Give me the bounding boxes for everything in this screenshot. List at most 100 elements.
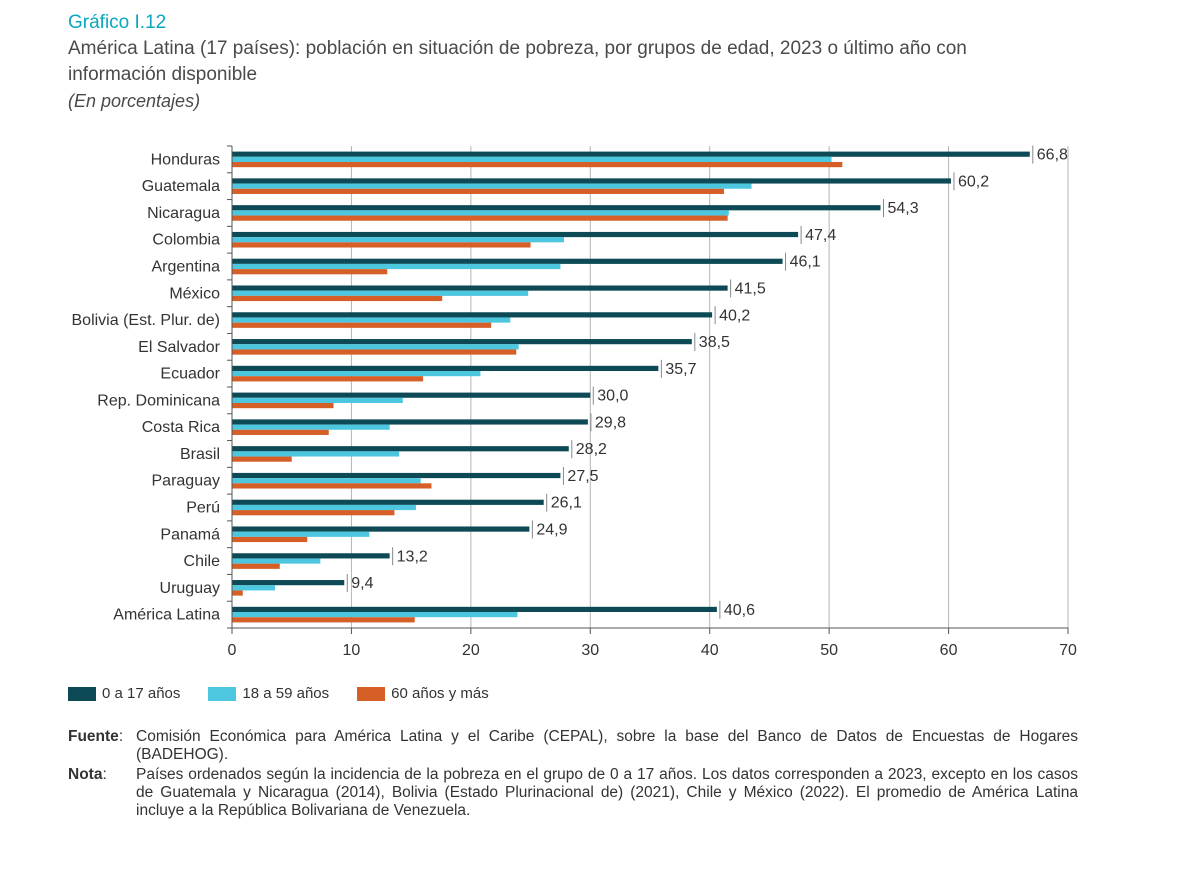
value-label: 27,5: [567, 468, 598, 485]
category-label: Ecuador: [160, 366, 220, 383]
bar-0-17: [232, 392, 591, 398]
category-label: Guatemala: [142, 178, 220, 195]
legend-label: 18 a 59 años: [242, 685, 330, 702]
bar-0-17: [232, 606, 717, 613]
bar-18-59: [232, 263, 561, 270]
bar-0-17: [232, 553, 390, 559]
value-label: 29,8: [595, 414, 626, 431]
bar-60-plus: [232, 349, 517, 355]
bar-60-plus: [232, 456, 292, 462]
value-label: 26,1: [551, 495, 582, 512]
bar-18-59: [232, 344, 519, 350]
bar-0-17: [232, 419, 588, 425]
bar-0-17: [232, 365, 659, 372]
value-label: 30,0: [597, 388, 628, 405]
legend-label: 0 a 17 años: [102, 685, 181, 702]
value-label: 40,6: [724, 602, 755, 619]
chart-title: América Latina (17 países): población en…: [68, 38, 967, 85]
bar-18-59: [232, 371, 481, 377]
category-label: Paraguay: [152, 473, 221, 490]
category-label: Chile: [184, 553, 221, 570]
x-tick-label: 20: [462, 642, 480, 659]
bar-chart: Honduras 66,8 Guatemala 60,2 Nicaragua 54,3 Co…: [72, 145, 1077, 659]
category-label: Brasil: [180, 446, 220, 463]
bar-0-17: [232, 526, 530, 532]
legend-item-18-59: 18 a 59 años: [208, 685, 329, 702]
value-label: 40,2: [719, 307, 750, 324]
bar-18-59: [232, 210, 729, 216]
legend-item-60-plus: 60 años y más: [357, 685, 489, 702]
bar-60-plus: [232, 376, 424, 382]
bar-18-59: [232, 531, 370, 537]
note-text: Países ordenados según la incidencia de …: [136, 766, 1078, 819]
x-tick-label: 40: [701, 642, 719, 659]
value-label: 54,3: [887, 200, 918, 217]
value-label: 35,7: [665, 361, 696, 378]
category-label: Argentina: [152, 259, 221, 276]
bar-18-59: [232, 397, 403, 403]
bar-18-59: [232, 451, 400, 457]
bar-60-plus: [232, 617, 415, 623]
category-label: Colombia: [152, 232, 220, 249]
x-tick-label: 50: [820, 642, 838, 659]
bar-0-17: [232, 472, 561, 479]
source-note: Fuente: Comisión Económica para América …: [68, 728, 1078, 764]
bar-0-17: [232, 499, 544, 505]
value-label: 66,8: [1037, 147, 1068, 164]
legend-item-0-17: 0 a 17 años: [68, 685, 180, 702]
category-label: Perú: [186, 500, 220, 517]
bar-18-59: [232, 156, 832, 162]
bar-60-plus: [232, 322, 492, 328]
value-label: 38,5: [699, 334, 730, 351]
category-label: Honduras: [151, 151, 220, 168]
value-label: 28,2: [576, 441, 607, 458]
value-label: 41,5: [735, 280, 766, 297]
category-label: Uruguay: [160, 580, 220, 597]
bar-60-plus: [232, 402, 334, 409]
bar-60-plus: [232, 510, 395, 516]
bar-0-17: [232, 446, 569, 452]
chart-legend: 0 a 17 años 18 a 59 años 60 años y más: [68, 685, 489, 702]
bar-60-plus: [232, 215, 728, 221]
x-tick-label: 70: [1059, 642, 1077, 659]
x-tick-label: 30: [581, 642, 599, 659]
category-label: América Latina: [113, 607, 220, 624]
bar-0-17: [232, 580, 345, 586]
bar-60-plus: [232, 188, 725, 194]
bar-18-59: [232, 585, 275, 591]
value-label: 46,1: [790, 254, 821, 271]
category-label: El Salvador: [138, 339, 220, 356]
bar-18-59: [232, 478, 421, 484]
category-label: México: [169, 285, 220, 302]
bar-18-59: [232, 612, 518, 618]
bar-60-plus: [232, 590, 243, 596]
x-tick-label: 0: [228, 642, 237, 659]
bar-60-plus: [232, 536, 308, 543]
bar-18-59: [232, 504, 416, 511]
bar-0-17: [232, 178, 951, 184]
chart-notes: Fuente: Comisión Económica para América …: [68, 728, 1078, 822]
value-label: 24,9: [536, 521, 567, 538]
x-tick-label: 10: [343, 642, 361, 659]
note-sep: :: [102, 766, 107, 783]
note-label: Nota: [68, 766, 103, 783]
bar-60-plus: [232, 295, 443, 302]
bar-0-17: [232, 285, 728, 291]
category-label: Bolivia (Est. Plur. de): [72, 312, 221, 329]
source-text: Comisión Económica para América Latina y…: [136, 728, 1078, 763]
bar-60-plus: [232, 429, 329, 435]
value-label: 60,2: [958, 173, 989, 190]
chart-subtitle: (En porcentajes): [68, 91, 201, 111]
bar-18-59: [232, 558, 321, 564]
bar-60-plus: [232, 242, 531, 248]
bar-0-17: [232, 312, 713, 318]
source-label: Fuente: [68, 728, 119, 745]
category-label: Rep. Dominicana: [97, 392, 220, 409]
source-sep: :: [118, 728, 124, 745]
bar-18-59: [232, 183, 752, 189]
bar-0-17: [232, 258, 783, 264]
bar-0-17: [232, 151, 1030, 157]
bar-0-17: [232, 339, 692, 345]
legend-label: 60 años y más: [391, 685, 489, 702]
legend-swatch: [208, 686, 237, 701]
